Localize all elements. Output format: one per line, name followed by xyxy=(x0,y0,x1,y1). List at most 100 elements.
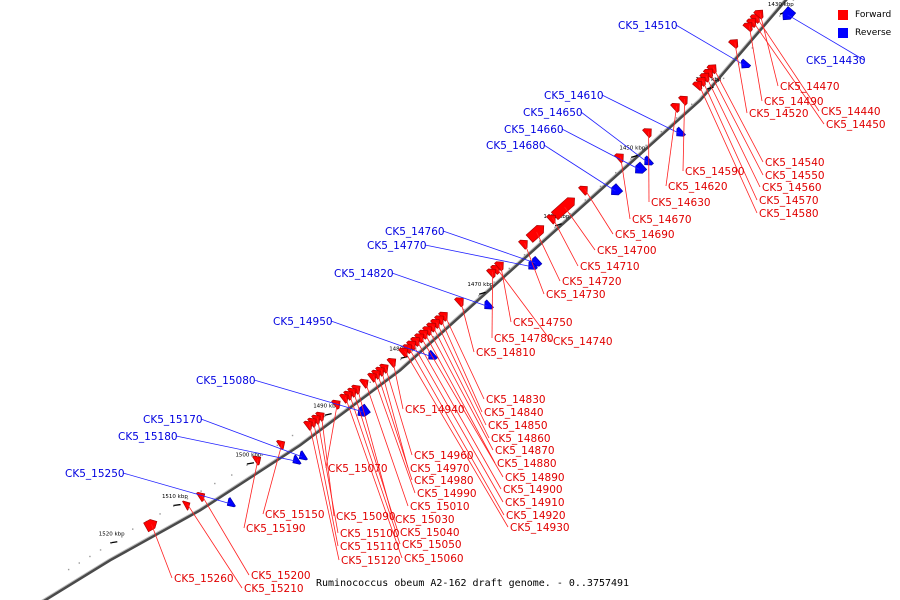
gene-label-ck5_15150: CK5_15150 xyxy=(265,509,325,521)
leader-line-ck5_14470 xyxy=(759,12,779,87)
leader-line-ck5_14730 xyxy=(524,242,545,295)
leader-line-ck5_14620 xyxy=(665,106,677,187)
genome-backbone xyxy=(41,0,788,600)
gene-label-ck5_14980: CK5_14980 xyxy=(414,475,474,487)
backbone-highlight xyxy=(41,0,785,600)
leader-line-ck5_14860 xyxy=(432,325,490,439)
leader-line-ck5_14810 xyxy=(460,300,475,353)
leader-line-ck5_15250 xyxy=(122,472,231,504)
gene-label-ck5_15190: CK5_15190 xyxy=(246,523,306,535)
leader-line-ck5_14990 xyxy=(373,376,416,494)
tick-mark xyxy=(478,291,486,295)
tick-mark xyxy=(173,503,181,507)
leader-line-ck5_14980 xyxy=(377,373,413,481)
gene-label-ck5_14490: CK5_14490 xyxy=(764,96,824,108)
gene-arrow-ck5_14510 xyxy=(740,58,752,69)
leader-line-ck5_14570 xyxy=(702,80,758,201)
gene-label-ck5_14510: CK5_14510 xyxy=(618,20,678,32)
gene-label-ck5_15200: CK5_15200 xyxy=(251,570,311,582)
minor-tick xyxy=(660,130,663,133)
gene-label-ck5_14850: CK5_14850 xyxy=(488,420,548,432)
minor-tick xyxy=(231,474,233,476)
gene-label-ck5_14660: CK5_14660 xyxy=(504,124,564,136)
minor-tick xyxy=(415,347,417,349)
leader-line-ck5_14510 xyxy=(675,24,745,66)
leader-line-ck5_14520 xyxy=(734,42,748,114)
minor-tick xyxy=(99,549,102,551)
gene-label-ck5_14430: CK5_14430 xyxy=(806,55,866,67)
leader-line-ck5_14440 xyxy=(756,16,820,112)
gene-label-ck5_14840: CK5_14840 xyxy=(484,407,544,419)
tick-mark xyxy=(400,355,408,359)
gene-label-ck5_15090: CK5_15090 xyxy=(336,511,396,523)
gene-label-ck5_14700: CK5_14700 xyxy=(597,245,657,257)
gene-arrow-ck5_14520 xyxy=(728,39,739,50)
minor-tick xyxy=(463,308,465,311)
gene-label-ck5_14690: CK5_14690 xyxy=(615,229,675,241)
leader-line-ck5_14940 xyxy=(392,361,404,410)
minor-tick xyxy=(186,498,189,500)
gene-arrow-ck5_14660 xyxy=(635,161,648,174)
gene-arrow-ck5_14630 xyxy=(642,128,652,139)
leader-line-ck5_14820 xyxy=(391,272,488,307)
gene-label-ck5_14890: CK5_14890 xyxy=(505,472,565,484)
legend-swatch-forward xyxy=(838,10,848,20)
leader-line-ck5_14660 xyxy=(561,128,640,170)
gene-label-ck5_14710: CK5_14710 xyxy=(580,261,640,273)
gene-label-ck5_14440: CK5_14440 xyxy=(821,106,881,118)
gene-label-ck5_14820: CK5_14820 xyxy=(334,268,394,280)
minor-tick xyxy=(173,505,175,508)
minor-tick xyxy=(78,562,80,564)
leader-line-ck5_14720 xyxy=(536,232,561,282)
leader-line-ck5_14560 xyxy=(705,75,761,188)
leader-line-ck5_15180 xyxy=(175,435,296,462)
gene-label-ck5_14910: CK5_14910 xyxy=(505,497,565,509)
leader-line-ck5_15190 xyxy=(243,459,259,529)
minor-tick xyxy=(121,536,123,538)
leader-line-ck5_14960 xyxy=(385,367,413,456)
gene-label-ck5_14630: CK5_14630 xyxy=(651,197,711,209)
gene-label-ck5_14670: CK5_14670 xyxy=(632,214,692,226)
minor-tick xyxy=(200,490,202,492)
minor-tick xyxy=(324,415,326,418)
legend-label-reverse: Reverse xyxy=(855,28,892,38)
gene-label-ck5_14810: CK5_14810 xyxy=(476,347,536,359)
leader-line-ck5_14590 xyxy=(682,98,685,172)
gene-label-ck5_15080: CK5_15080 xyxy=(196,375,256,387)
leader-line-ck5_14760 xyxy=(442,230,536,264)
gene-label-ck5_14990: CK5_14990 xyxy=(417,488,477,500)
leader-line-ck5_15170 xyxy=(200,418,303,458)
gene-label-ck5_15050: CK5_15050 xyxy=(402,539,462,551)
gene-arrow-ck5_14580 xyxy=(692,81,703,92)
minor-tick xyxy=(159,513,161,515)
tick-label: 1470 kbp xyxy=(467,282,493,288)
minor-tick xyxy=(675,117,678,119)
gene-label-ck5_15180: CK5_15180 xyxy=(118,431,178,443)
gene-label-ck5_15110: CK5_15110 xyxy=(340,541,400,553)
gene-label-ck5_14730: CK5_14730 xyxy=(546,289,606,301)
leader-line-ck5_14930 xyxy=(404,350,509,528)
gene-arrow-ck5_15200 xyxy=(196,491,206,503)
leader-line-ck5_15050 xyxy=(349,394,401,545)
leader-line-ck5_14850 xyxy=(436,322,487,426)
backbone-line xyxy=(41,0,788,600)
leader-line-ck5_14910 xyxy=(412,343,504,503)
minor-tick xyxy=(214,482,216,485)
minor-tick xyxy=(261,454,263,456)
gene-label-ck5_14770: CK5_14770 xyxy=(367,240,427,252)
gene-label-ck5_15120: CK5_15120 xyxy=(341,555,401,567)
gene-arrow-ck5_14700 xyxy=(550,197,575,221)
leader-line-ck5_15260 xyxy=(151,524,173,579)
leader-line-ck5_15010 xyxy=(365,382,409,507)
gene-label-ck5_14960: CK5_14960 xyxy=(414,450,474,462)
gene-arrow-ck5_14810 xyxy=(454,297,464,308)
gene-label-ck5_15060: CK5_15060 xyxy=(404,553,464,565)
gene-arrow-ck5_15250 xyxy=(226,497,236,508)
gene-label-ck5_15040: CK5_15040 xyxy=(400,527,460,539)
gene-label-ck5_14560: CK5_14560 xyxy=(762,182,822,194)
gene-label-ck5_14780: CK5_14780 xyxy=(494,333,554,345)
legend-swatch-reverse xyxy=(838,28,848,38)
